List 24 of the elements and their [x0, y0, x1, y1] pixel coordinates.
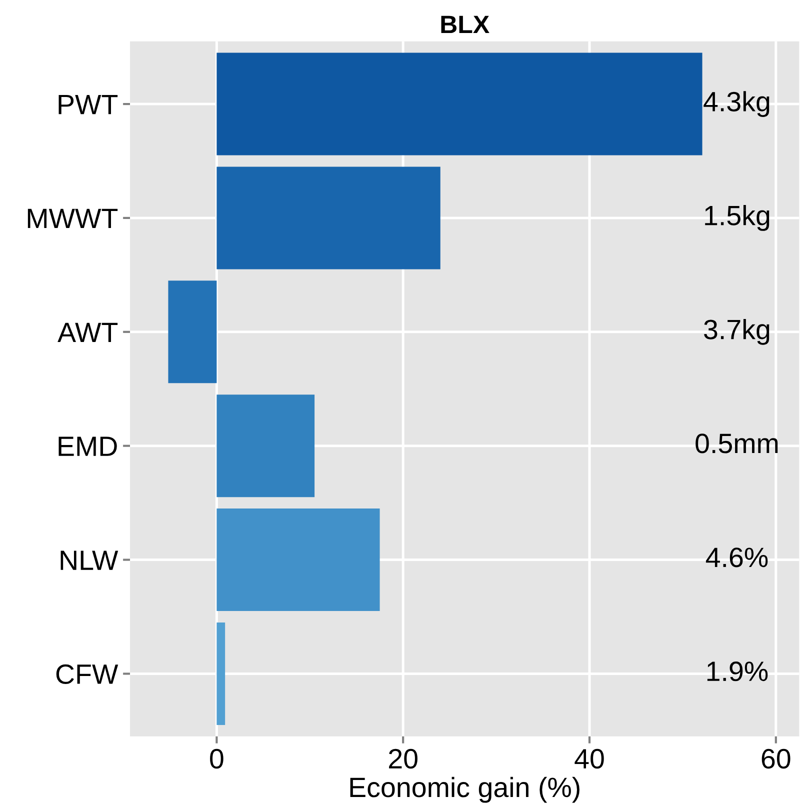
bar	[168, 280, 217, 384]
annotation: 3.7kg	[704, 318, 770, 345]
x-axis-title: Economic gain (%)	[350, 776, 580, 803]
y-tick-label: CFW	[56, 664, 118, 684]
x-tick-label: 40	[574, 748, 604, 769]
annotation: 4.6%	[706, 548, 768, 568]
annotation: 1.9%	[707, 662, 768, 682]
x-tick-label: 60	[762, 748, 790, 769]
chart-title: BLX	[441, 16, 490, 34]
x-tick-label: 20	[389, 748, 418, 769]
y-tick-label: PWT	[58, 94, 118, 114]
y-tick-label: NLW	[60, 550, 118, 570]
annotation: 4.3kg	[704, 91, 770, 117]
y-tick-label: MWWT	[28, 208, 118, 228]
bar	[216, 622, 226, 725]
y-tick-label: AWT	[58, 322, 118, 342]
annotation: 1.5kg	[705, 205, 770, 231]
annotation: 0.5mm	[696, 434, 778, 454]
bar	[216, 52, 702, 156]
bar	[216, 394, 315, 498]
bar	[216, 508, 380, 612]
bar	[216, 166, 440, 270]
y-tick-label: EMD	[58, 436, 117, 456]
x-tick-label: 0	[210, 748, 224, 769]
